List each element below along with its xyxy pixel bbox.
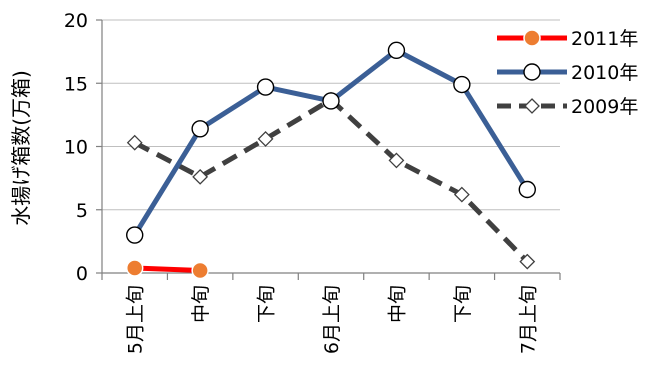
data-point — [257, 130, 274, 147]
legend: 2011年 2010年 2009年 — [497, 28, 638, 118]
data-point — [523, 29, 541, 47]
data-point — [453, 186, 470, 203]
data-point — [523, 63, 541, 81]
y-tick-label: 15 — [64, 73, 88, 95]
x-category-label: 中旬 — [386, 285, 408, 323]
legend-label: 2010年 — [571, 62, 638, 84]
data-point — [388, 152, 405, 169]
series-2010年 — [126, 41, 536, 244]
series-2011年 — [125, 259, 209, 280]
data-point — [126, 134, 143, 151]
data-point — [524, 98, 540, 114]
x-category-label: 下旬 — [452, 285, 474, 323]
y-tick-label: 5 — [76, 200, 88, 222]
legend-entry: 2010年 — [497, 62, 638, 84]
y-tick-labels: 0 5 10 15 20 — [64, 10, 88, 285]
x-category-label: 7月上旬 — [517, 285, 539, 354]
data-point — [192, 168, 209, 185]
data-point — [256, 78, 275, 96]
legend-label: 2009年 — [571, 96, 638, 118]
x-category-label: 5月上旬 — [125, 285, 147, 354]
x-category-label: 中旬 — [190, 285, 212, 323]
x-category-label: 下旬 — [256, 285, 278, 323]
gridlines — [102, 19, 560, 211]
data-point — [518, 180, 536, 199]
y-tick-label: 20 — [64, 10, 88, 32]
legend-label: 2011年 — [571, 28, 638, 50]
data-point — [387, 41, 406, 60]
legend-entry: 2011年 — [497, 28, 638, 50]
data-point — [191, 261, 209, 280]
x-category-labels: 5月上旬 中旬 下旬 6月上旬 中旬 下旬 7月上旬 — [125, 285, 540, 354]
series-line — [132, 47, 530, 237]
data-point — [125, 259, 144, 277]
legend-entry: 2009年 — [497, 96, 638, 118]
data-point — [126, 226, 144, 244]
data-point — [519, 253, 536, 270]
y-tick-label: 0 — [76, 263, 88, 285]
data-point — [322, 92, 340, 110]
series-lines — [125, 41, 536, 280]
series-2009年 — [126, 91, 536, 270]
data-point — [453, 75, 471, 94]
y-axis-label: 水揚げ箱数(万箱) — [9, 70, 33, 226]
series-line — [134, 265, 201, 273]
axes — [96, 19, 561, 280]
data-point — [191, 120, 209, 138]
x-category-label: 6月上旬 — [321, 285, 343, 354]
y-tick-label: 10 — [64, 137, 88, 159]
